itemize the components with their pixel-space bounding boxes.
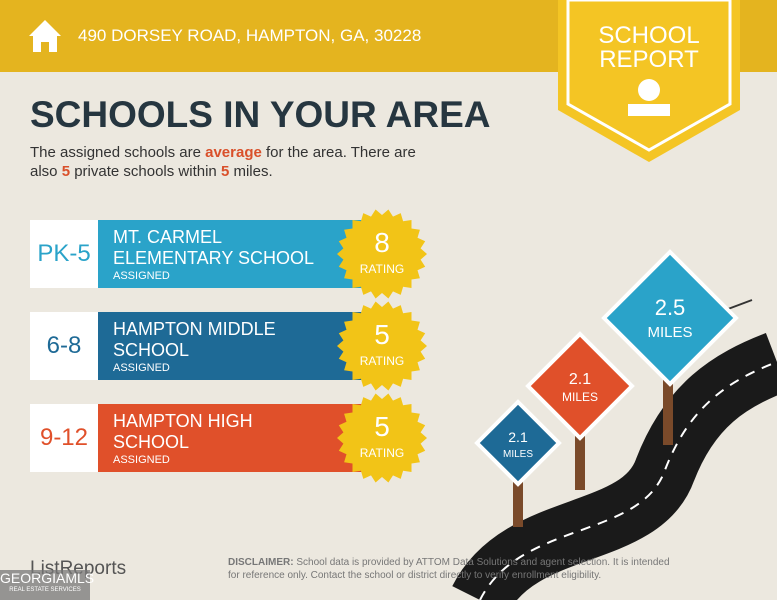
school-bar: HAMPTON HIGH SCHOOL ASSIGNED (98, 404, 388, 472)
grade: PK-5 (30, 220, 98, 288)
watermark-main: GEORGIAMLS (0, 570, 95, 586)
intro-text: miles. (229, 163, 273, 180)
disclaimer-line: for reference only. Contact the school o… (228, 570, 602, 581)
grade: 9-12 (30, 404, 98, 472)
sign-post (663, 360, 673, 445)
name-line: HAMPTON MIDDLE (113, 319, 276, 339)
name-line: MT. CARMEL (113, 227, 223, 247)
school-name: HAMPTON MIDDLE SCHOOL (113, 319, 276, 361)
watermark: GEORGIAMLS REAL ESTATE SERVICES (0, 570, 95, 600)
badge-line: REPORT (599, 46, 699, 73)
sign-distance: 2.1 (569, 371, 591, 388)
school-status: ASSIGNED (113, 270, 170, 282)
sign-large (601, 249, 739, 387)
name-line: SCHOOL (113, 432, 190, 452)
school-status: ASSIGNED (113, 362, 170, 374)
name-line: ELEMENTARY SCHOOL (113, 248, 315, 268)
school-name: HAMPTON HIGH SCHOOL (113, 411, 253, 453)
school-bar: MT. CARMEL ELEMENTARY SCHOOL ASSIGNED (98, 220, 388, 288)
disclaimer: DISCLAIMER: School data is provided by A… (228, 556, 670, 582)
home-icon (29, 20, 61, 52)
book-icon (628, 104, 670, 116)
school-bar: HAMPTON MIDDLE SCHOOL ASSIGNED (98, 312, 388, 380)
intro-text: The assigned schools are (30, 144, 206, 161)
address: 490 DORSEY ROAD, HAMPTON, GA, 30228 (78, 26, 422, 45)
sign-unit: MILES (503, 449, 533, 460)
sign-distance: 2.1 (508, 429, 528, 445)
disclaimer-line: School data is provided by ATTOM Data So… (296, 557, 670, 568)
intro-emphasis: 5 (61, 163, 71, 180)
sign-post (575, 420, 585, 490)
disclaimer-label: DISCLAIMER: (228, 557, 294, 568)
watermark-sub: REAL ESTATE SERVICES (9, 587, 81, 593)
badge-text: SCHOOL REPORT (558, 24, 740, 72)
name-line: SCHOOL (113, 340, 190, 360)
sign-post (513, 470, 523, 527)
sign-unit: MILES (562, 390, 598, 404)
intro-emphasis: 5 (220, 163, 230, 180)
badge-line: SCHOOL (598, 22, 700, 49)
intro-text: private schools within (70, 163, 221, 180)
grade: 6-8 (30, 312, 98, 380)
sign-small (474, 399, 562, 487)
school-status: ASSIGNED (113, 454, 170, 466)
sign-medium (525, 331, 635, 441)
road-line (479, 361, 777, 600)
apple-icon (638, 79, 660, 101)
title: SCHOOLS IN YOUR AREA (30, 94, 491, 135)
name-line: HAMPTON HIGH (113, 411, 253, 431)
intro-emphasis: average (205, 144, 262, 161)
school-name: MT. CARMEL ELEMENTARY SCHOOL (113, 227, 314, 269)
sign-distance: 2.5 (655, 295, 686, 320)
sign-unit: MILES (647, 324, 692, 341)
intro: The assigned schools are average for the… (30, 143, 430, 181)
badge-border (566, 0, 732, 152)
intro-text: for the area. There are also (30, 144, 416, 180)
